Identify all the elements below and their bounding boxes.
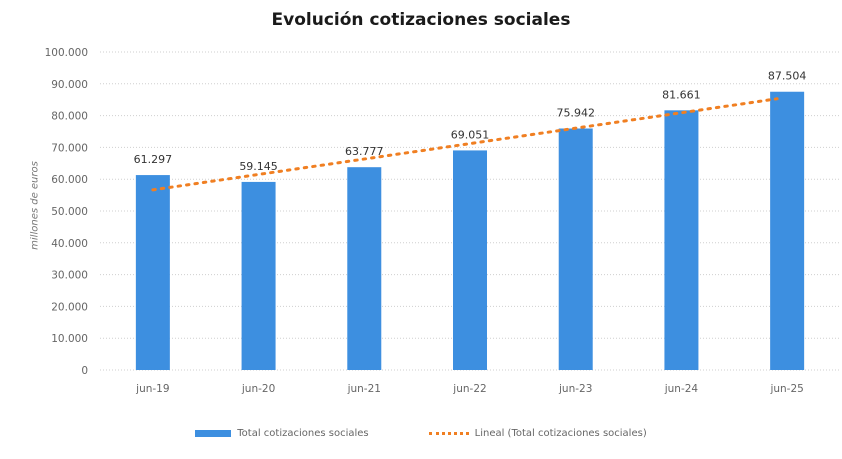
data-label: 69.051 bbox=[451, 128, 490, 141]
y-tick-label: 30.000 bbox=[51, 270, 88, 282]
x-tick-label: jun-25 bbox=[769, 383, 803, 395]
y-tick-label: 90.000 bbox=[51, 79, 88, 91]
data-label: 61.297 bbox=[134, 153, 173, 166]
x-tick-label: jun-20 bbox=[241, 383, 275, 395]
y-tick-label: 0 bbox=[81, 365, 88, 377]
y-tick-label: 80.000 bbox=[51, 111, 88, 123]
bar bbox=[347, 167, 382, 370]
legend-item-trendline: Lineal (Total cotizaciones sociales) bbox=[428, 428, 647, 439]
legend-bar-swatch bbox=[195, 430, 232, 437]
trendline bbox=[151, 97, 779, 192]
x-tick-label: jun-24 bbox=[664, 383, 699, 395]
bar bbox=[664, 110, 699, 370]
bar bbox=[241, 181, 276, 370]
x-tick-label: jun-22 bbox=[452, 383, 486, 395]
data-label: 87.504 bbox=[768, 70, 807, 83]
bar bbox=[453, 150, 487, 370]
bar bbox=[558, 128, 593, 370]
bar bbox=[135, 175, 170, 370]
data-label: 75.942 bbox=[556, 107, 595, 120]
y-tick-label: 70.000 bbox=[51, 142, 88, 154]
x-tick-label: jun-23 bbox=[558, 383, 592, 395]
x-tick-label: jun-19 bbox=[135, 383, 169, 395]
y-tick-label: 60.000 bbox=[51, 174, 88, 186]
legend: Total cotizaciones sociales Lineal (Tota… bbox=[0, 428, 842, 439]
legend-trendline-swatch bbox=[428, 432, 469, 435]
legend-item-series: Total cotizaciones sociales bbox=[195, 428, 369, 439]
chart-title: Evolución cotizaciones sociales bbox=[271, 10, 571, 30]
legend-trendline-label: Lineal (Total cotizaciones sociales) bbox=[474, 428, 647, 439]
data-label: 81.661 bbox=[662, 88, 701, 101]
y-tick-label: 40.000 bbox=[51, 238, 88, 250]
bar bbox=[770, 91, 805, 371]
y-tick-label: 20.000 bbox=[51, 301, 88, 313]
legend-series-label: Total cotizaciones sociales bbox=[237, 428, 369, 439]
y-tick-label: 50.000 bbox=[51, 206, 88, 218]
y-tick-label: 10.000 bbox=[51, 333, 88, 345]
y-tick-label: 100.000 bbox=[45, 47, 88, 59]
x-tick-label: jun-21 bbox=[347, 383, 381, 395]
data-label: 63.777 bbox=[345, 145, 384, 158]
chart-plot: 0 10.000 20.000 30.000 40.000 50.000 60.000 70.… bbox=[45, 47, 840, 395]
data-label: 59.145 bbox=[239, 160, 278, 173]
